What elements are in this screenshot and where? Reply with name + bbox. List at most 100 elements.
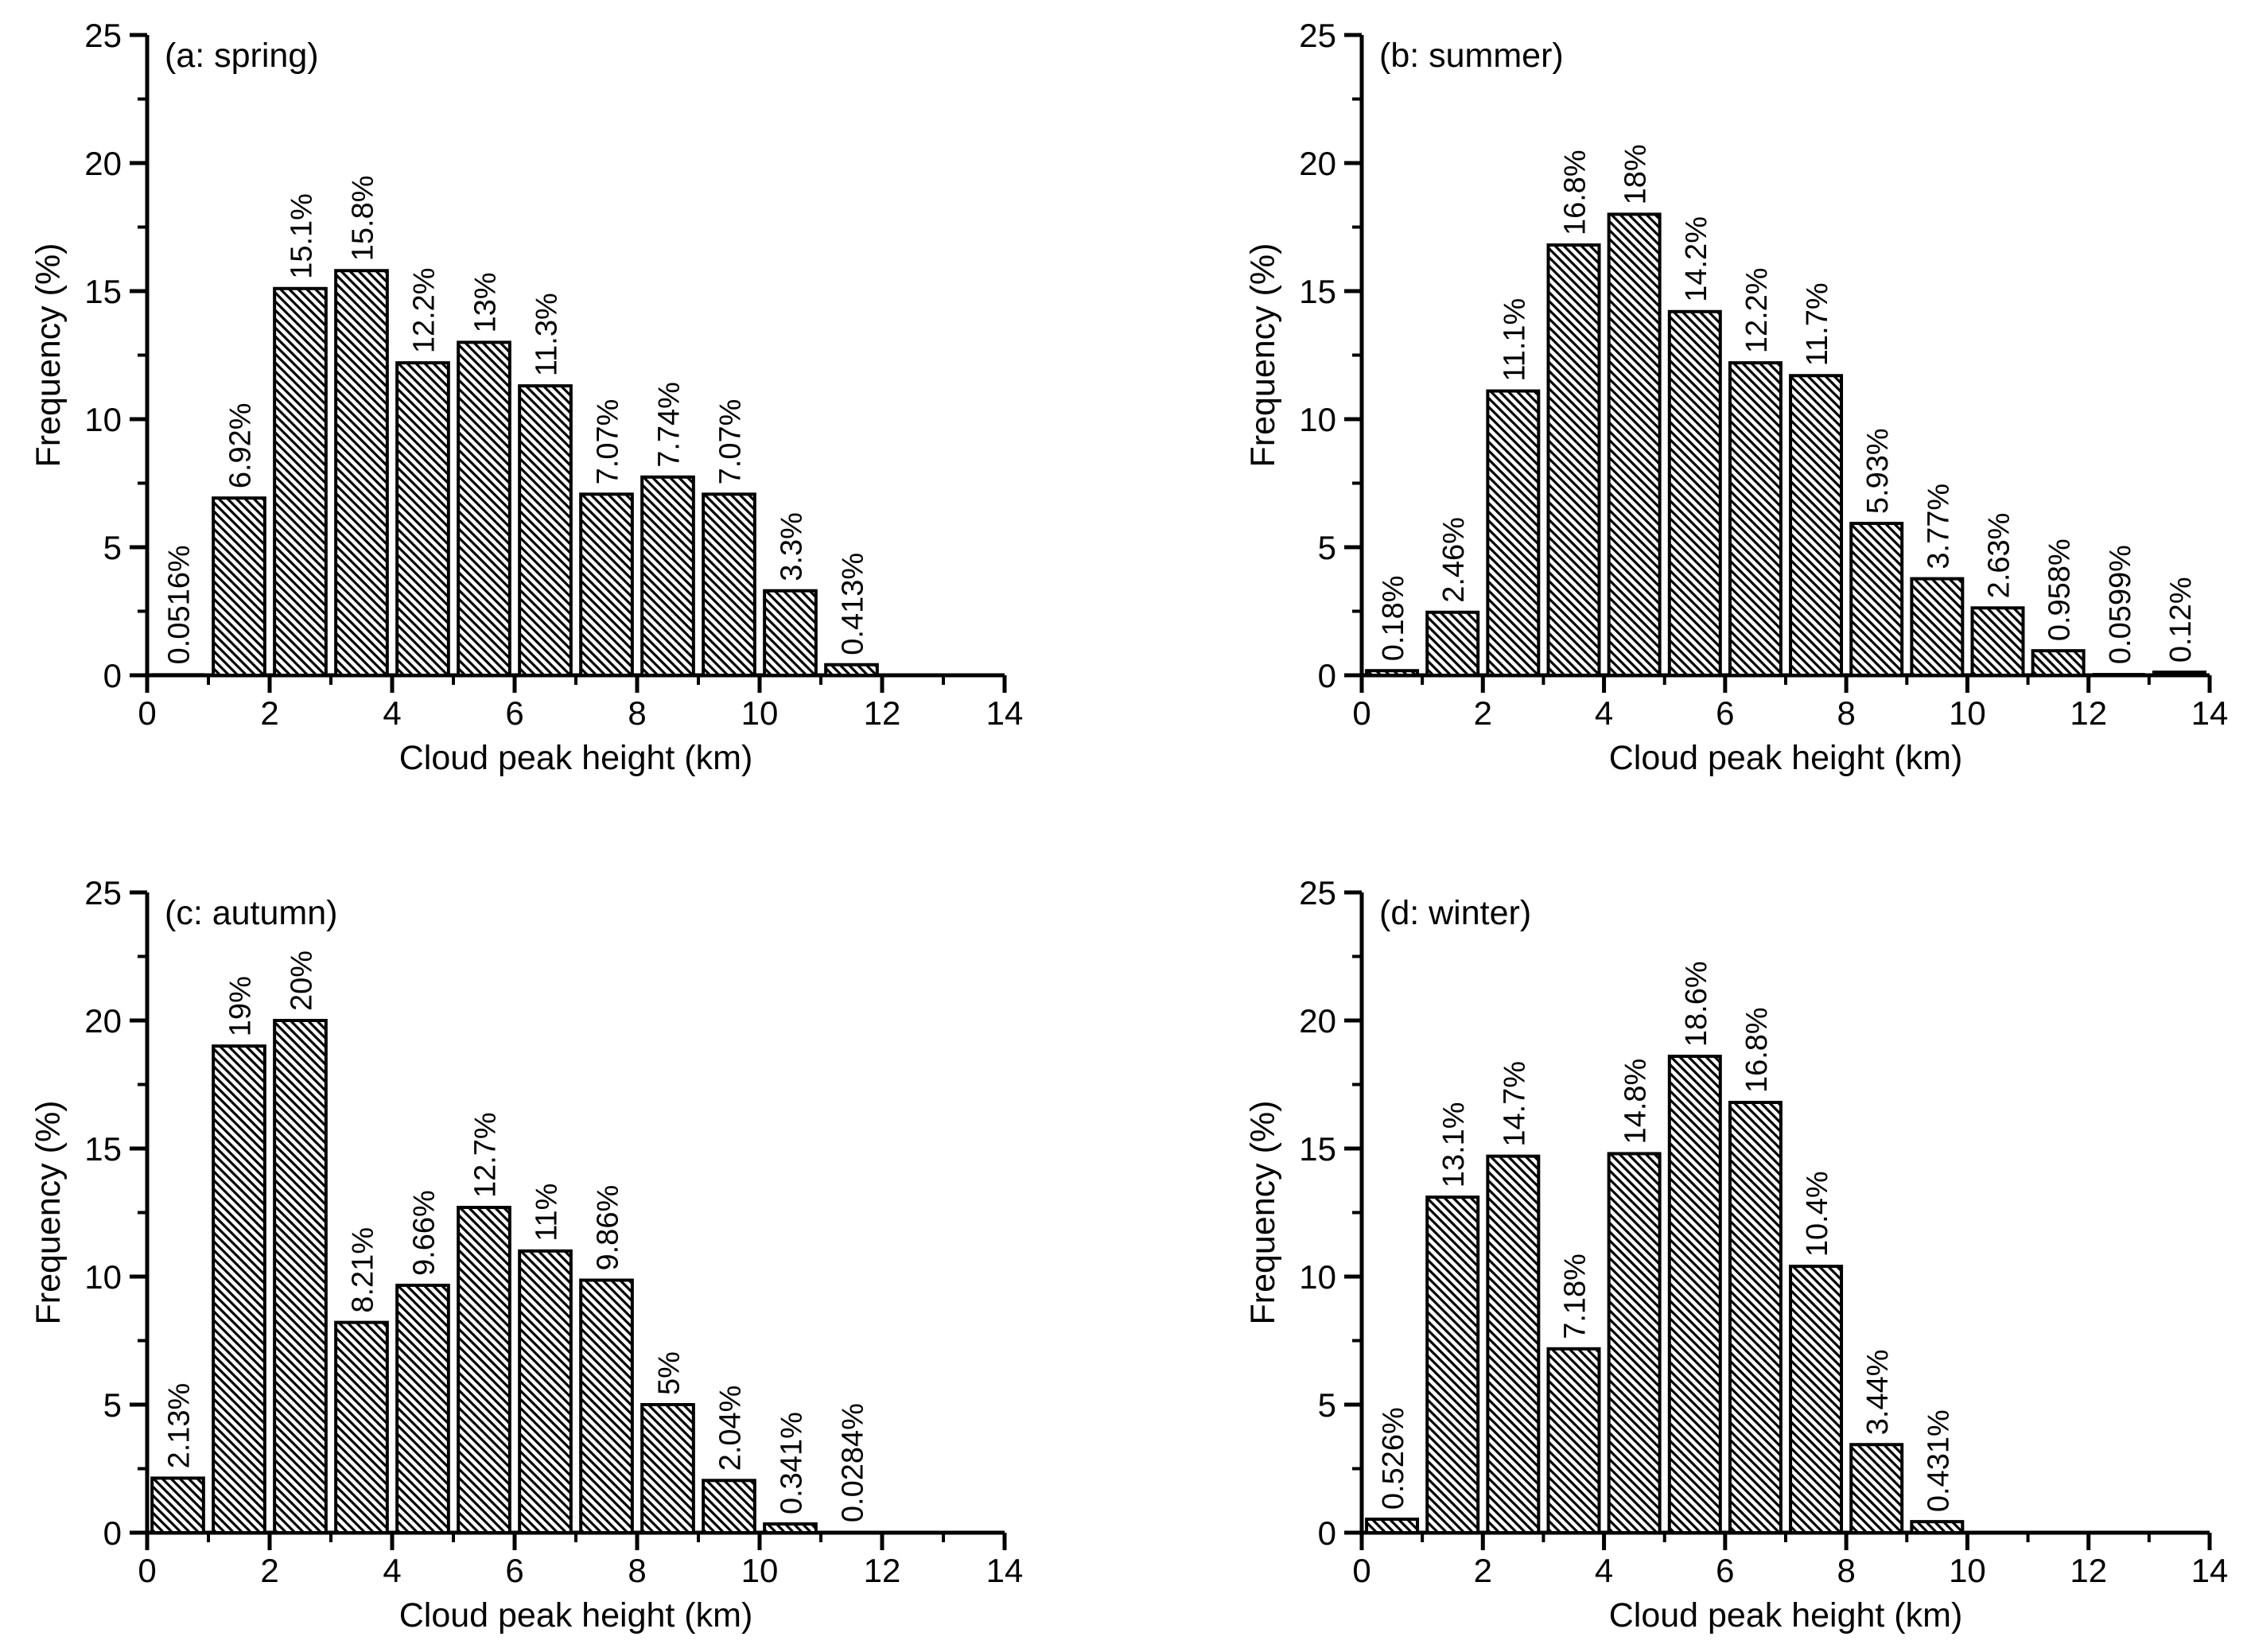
bar-value-label: 3.44%: [1861, 1349, 1895, 1435]
x-tick-label: 8: [628, 1552, 646, 1589]
bar-value-label: 0.18%: [1377, 575, 1410, 661]
histogram-bar: [1667, 1055, 1722, 1534]
bar-value-label: 16.8%: [1559, 150, 1592, 235]
y-tick-label: 15: [84, 1130, 122, 1168]
y-axis-title: Frequency (%): [29, 1101, 68, 1325]
x-tick-label: 6: [505, 1552, 523, 1589]
y-tick-label: 5: [103, 1386, 122, 1424]
x-tick-label: 14: [2191, 694, 2229, 732]
histogram-panel-d: 0 5 10 15 20 25 0 2 4 6 8 10 12 14 0.526% 13.1% 14.7% 7.1…: [1244, 874, 2228, 1635]
bar-value-label: 5.93%: [1861, 428, 1895, 514]
bar-value-label: 2.04%: [714, 1386, 748, 1471]
histogram-bar: [1789, 1265, 1844, 1534]
histogram-bar: [212, 496, 266, 678]
bar-value-label: 9.86%: [592, 1185, 625, 1271]
histogram-bar: [1667, 309, 1722, 677]
y-tick-label: 0: [1318, 1514, 1336, 1552]
histogram-bar: [1607, 1152, 1662, 1534]
histogram-bar: [334, 1320, 389, 1534]
histogram-bar: [518, 1249, 573, 1534]
histogram-bar: [640, 1403, 695, 1534]
bar-value-label: 18%: [1619, 144, 1653, 204]
histogram-bar: [1849, 522, 1904, 678]
bar-value-label: 7.07%: [714, 399, 748, 485]
y-axis-title: Frequency (%): [1244, 243, 1282, 468]
x-axis-title: Cloud peak height (km): [1609, 1596, 1963, 1635]
histogram-bar: [1546, 1347, 1601, 1535]
bar-value-label: 10.4%: [1801, 1171, 1834, 1257]
histogram-panel-a: 0 5 10 15 20 25 0 2 4 6 8 10 12 14 0.0516% 6.92% 15.1% 15…: [29, 17, 1023, 777]
histogram-bar: [1910, 1520, 1965, 1535]
bar-value-label: 3.77%: [1922, 484, 1955, 569]
y-tick-label: 0: [103, 1514, 122, 1552]
y-tick-label: 25: [1299, 874, 1336, 912]
bar-value-label: 2.63%: [1983, 513, 2016, 599]
bar-value-label: 0.526%: [1377, 1407, 1410, 1510]
histogram-bar: [1425, 1195, 1480, 1534]
panel-annotation: (a: spring): [165, 37, 319, 75]
bar-value-label: 0.12%: [2164, 577, 2198, 663]
y-tick-label: 10: [1299, 401, 1336, 438]
x-tick-label: 8: [1837, 1552, 1855, 1589]
x-tick-label: 0: [138, 694, 156, 732]
histogram-bar: [1910, 577, 1965, 678]
histogram-bar: [1849, 1443, 1904, 1534]
bar-value-label: 0.341%: [776, 1412, 809, 1514]
histogram-bar: [579, 492, 634, 678]
y-tick-label: 20: [1299, 145, 1336, 182]
bar-value-label: 18.6%: [1680, 961, 1713, 1047]
x-tick-label: 6: [1716, 694, 1734, 732]
x-tick-label: 10: [1949, 694, 1986, 732]
bar-value-label: 11.7%: [1801, 282, 1834, 366]
histogram-bar: [579, 1278, 634, 1534]
bar-value-label: 6.92%: [224, 402, 258, 488]
x-tick-label: 10: [741, 694, 779, 732]
y-axis-title: Frequency (%): [1244, 1101, 1282, 1325]
bar-value-label: 11.1%: [1498, 298, 1531, 382]
bar-value-label: 0.413%: [837, 553, 870, 655]
histogram-bar: [1728, 1101, 1783, 1535]
bar-value-label: 0.958%: [2043, 538, 2077, 641]
bar-value-label: 13%: [469, 272, 503, 332]
histogram-bar: [825, 1531, 878, 1533]
bar-value-label: 7.74%: [653, 382, 686, 468]
histogram-bar: [150, 1476, 205, 1534]
histogram-bar: [763, 1522, 818, 1534]
y-tick-label: 25: [84, 874, 122, 912]
y-tick-label: 5: [103, 529, 122, 566]
histogram-bar: [395, 1283, 450, 1534]
bar-value-label: 0.0516%: [163, 545, 196, 664]
bar-value-label: 13.1%: [1437, 1102, 1471, 1187]
x-tick-label: 14: [986, 1552, 1024, 1589]
y-tick-label: 15: [1299, 1130, 1336, 1168]
x-axis-title: Cloud peak height (km): [399, 1596, 753, 1635]
bar-value-label: 16.8%: [1740, 1007, 1774, 1093]
x-tick-label: 4: [1595, 694, 1613, 732]
x-tick-label: 4: [383, 1552, 401, 1589]
bar-value-label: 5%: [653, 1351, 686, 1395]
y-tick-label: 25: [1299, 17, 1336, 54]
bar-value-label: 15.8%: [347, 175, 380, 261]
panel-annotation: (b: summer): [1379, 37, 1564, 75]
histogram-bar: [1728, 361, 1783, 677]
bar-value-label: 2.46%: [1437, 517, 1471, 603]
bar-value-label: 9.66%: [408, 1190, 441, 1276]
x-tick-label: 4: [1595, 1552, 1613, 1589]
bar-value-label: 12.2%: [1740, 267, 1774, 353]
bar-value-label: 2.13%: [163, 1383, 196, 1469]
y-tick-label: 0: [103, 657, 122, 694]
bar-value-label: 8.21%: [347, 1227, 380, 1313]
histogram-bar: [1486, 389, 1541, 677]
histogram-bar: [212, 1044, 266, 1534]
y-tick-label: 0: [1318, 657, 1336, 694]
panel-spring-container: 0 5 10 15 20 25 0 2 4 6 8 10 12 14 0.0516% 6.92% 15.1% 15…: [0, 0, 1126, 826]
x-tick-label: 12: [2070, 694, 2107, 732]
bar-value-label: 11%: [531, 1184, 564, 1242]
y-axis-title: Frequency (%): [29, 243, 68, 468]
panel-summer-container: 0 5 10 15 20 25 0 2 4 6 8 10 12 14 0.18% 2.46% 11.1% 16.8…: [1126, 0, 2251, 826]
x-tick-label: 4: [383, 694, 401, 732]
panel-annotation: (c: autumn): [165, 894, 337, 932]
histogram-bar: [457, 1206, 511, 1534]
bar-value-label: 0.0284%: [837, 1403, 870, 1522]
x-tick-label: 0: [1352, 1552, 1370, 1589]
